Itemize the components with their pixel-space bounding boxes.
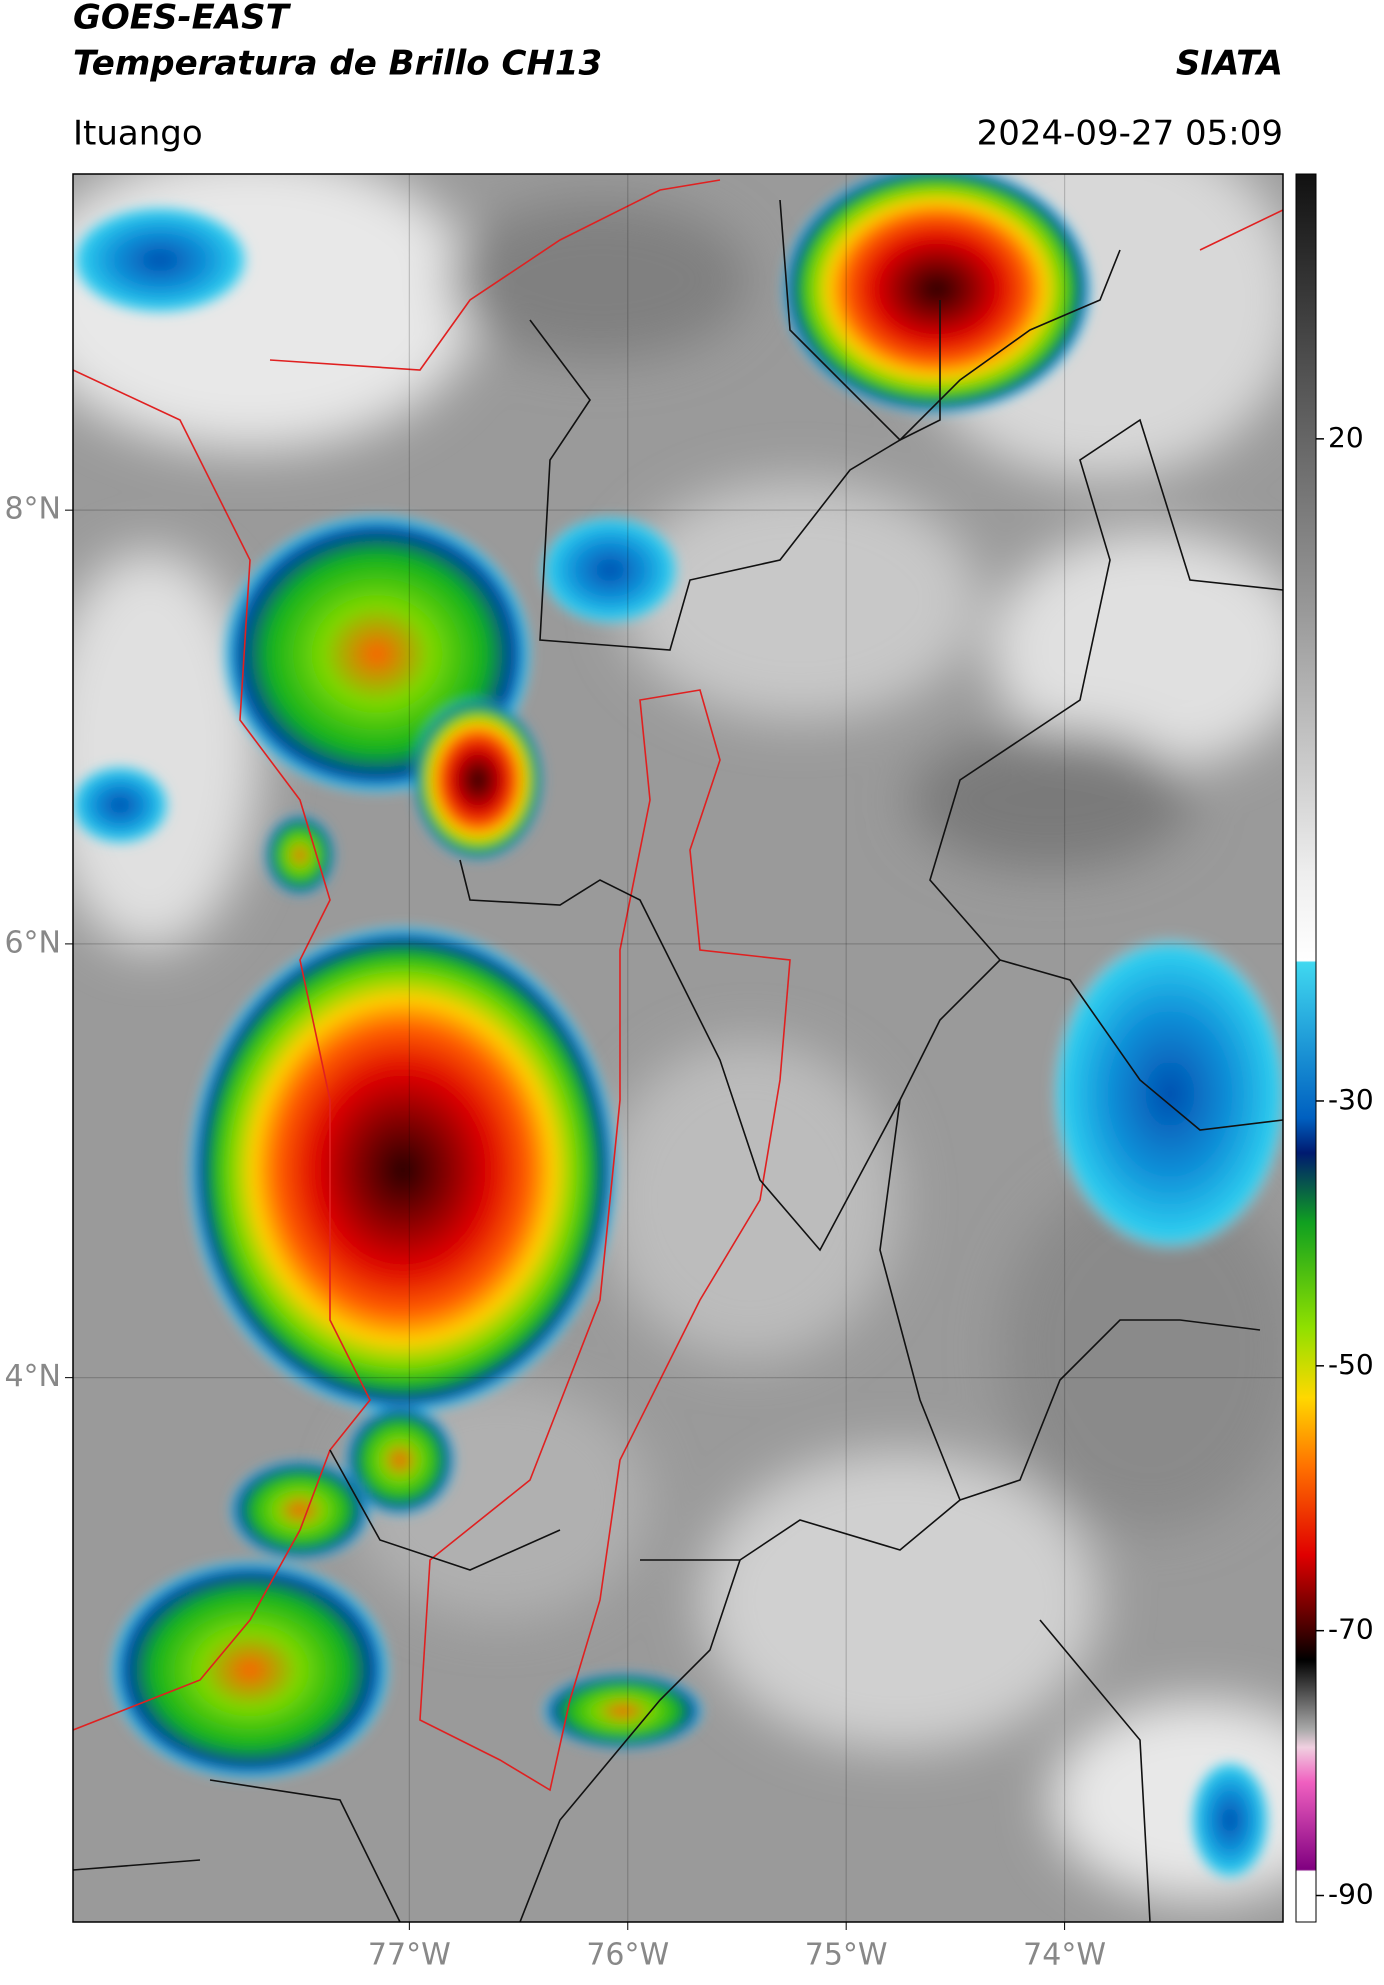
colorbar-label: -30 (1328, 1083, 1374, 1116)
colorbar-label: -70 (1328, 1613, 1374, 1646)
graticule: 77°W 76°W 75°W 74°W 4°N 6°N 8°N (4, 174, 1283, 1973)
x-tick-label: 77°W (368, 1938, 451, 1973)
title: GOES-EAST (73, 0, 292, 38)
y-tick-label: 4°N (4, 1359, 61, 1394)
colorbar (1295, 173, 1317, 1923)
satellite-image (73, 174, 1283, 1922)
x-tick-label: 76°W (586, 1938, 669, 1973)
org: SIATA (1176, 44, 1283, 84)
x-tick-label: 74°W (1023, 1938, 1106, 1973)
colorbar-label: -50 (1328, 1348, 1374, 1381)
y-tick-label: 8°N (4, 492, 61, 527)
y-tick-label: 6°N (4, 925, 61, 960)
colorbar-label: -90 (1328, 1878, 1374, 1911)
subtitle: Temperatura de Brillo CH13 (73, 44, 602, 84)
map-frame (72, 173, 1284, 1923)
x-tick-label: 75°W (805, 1938, 888, 1973)
location: Ituango (73, 114, 203, 154)
datetime: 2024-09-27 05:09 (977, 114, 1283, 154)
colorbar-label: 20 (1328, 421, 1364, 454)
